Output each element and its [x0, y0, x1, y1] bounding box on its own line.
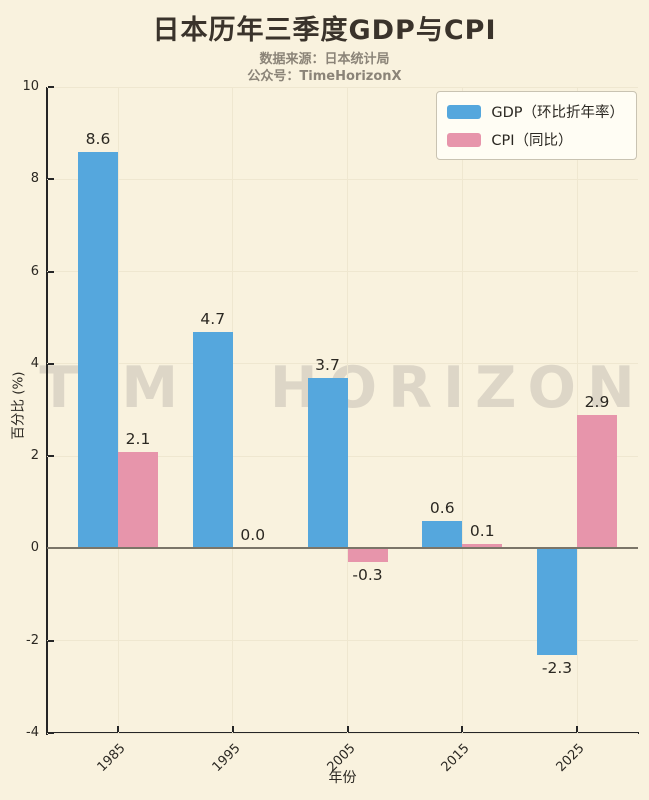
y-tick-label: 2 [30, 448, 39, 464]
cpi-bar-2005 [347, 548, 388, 563]
x-axis-tick [346, 726, 349, 732]
bar-value-label: 4.7 [200, 309, 226, 328]
gdp-bar-1985 [78, 151, 118, 549]
y-tick-label: 4 [30, 355, 39, 371]
legend-item-cpi: CPI（同比） [447, 129, 624, 150]
y-tick-label: -2 [26, 632, 39, 648]
plot-area: TIME HORIZON GDP（环比折年率） CPI（同比） -4 -2 0 2 4 6 8… [22, 79, 639, 775]
y-gridline [47, 86, 638, 88]
legend-item-gdp: GDP（环比折年率） [447, 101, 624, 122]
gdp-bar-2005 [307, 377, 348, 549]
y-tick-label: 8 [30, 171, 39, 187]
y-gridline [47, 178, 638, 180]
y-axis-title: 百分比 (%) [10, 371, 27, 440]
x-gridline [347, 87, 348, 733]
cpi-bar-2015 [462, 543, 503, 549]
chart-title: 日本历年三季度GDP与CPI [152, 15, 497, 46]
bar-value-label: -0.3 [352, 566, 383, 585]
y-axis-tick [48, 732, 54, 734]
y-gridline [47, 271, 638, 273]
gdp-bar-2025 [537, 548, 577, 655]
y-axis-tick [48, 270, 54, 273]
x-gridline [461, 87, 463, 733]
x-gridline [576, 87, 578, 733]
zero-baseline [47, 547, 638, 550]
cpi-legend-swatch [447, 132, 482, 147]
bar-value-label: 8.6 [85, 129, 111, 148]
y-tick-label: 10 [22, 79, 39, 94]
y-tick-label: 0 [30, 540, 39, 556]
y-tick-label: -4 [26, 725, 39, 740]
x-axis-tick [461, 726, 464, 732]
x-axis-tick [117, 726, 119, 732]
x-axis-title: 年份 [328, 770, 357, 786]
gdp-legend-swatch [447, 104, 482, 119]
x-axis-tick [576, 726, 578, 732]
legend-label: GDP（环比折年率） [491, 105, 624, 121]
y-tick-label: 6 [30, 263, 39, 279]
gdp-bar-2015 [422, 520, 463, 549]
account-subtitle: 公众号：TimeHorizonX [247, 69, 402, 84]
y-axis-tick [48, 178, 54, 181]
bar-value-label: 3.7 [315, 355, 340, 374]
chart-legend: GDP（环比折年率） CPI（同比） [436, 91, 637, 160]
x-gridline [117, 87, 119, 733]
cpi-bar-1985 [118, 451, 158, 549]
bar-value-label: 0.6 [429, 498, 455, 517]
cpi-bar-2025 [577, 414, 617, 549]
y-axis-tick [48, 455, 54, 458]
x-gridline [232, 87, 234, 733]
bar-value-label: 0.1 [469, 521, 495, 540]
legend-label: CPI（同比） [491, 133, 573, 149]
y-axis-tick [48, 86, 54, 88]
bar-value-label: 2.1 [125, 429, 151, 448]
y-axis-spine [46, 87, 48, 735]
y-gridline [47, 640, 638, 642]
data-source-subtitle: 数据来源：日本统计局 [259, 52, 390, 67]
bar-value-label: 2.9 [584, 392, 610, 411]
bar-value-label: 0.0 [240, 526, 266, 545]
bar-value-label: -2.3 [541, 658, 573, 677]
gdp-bar-1995 [192, 331, 233, 549]
x-axis-tick [231, 726, 234, 732]
y-gridline [47, 363, 638, 365]
y-gridline [47, 732, 638, 734]
y-axis-tick [48, 639, 54, 642]
y-axis-tick [48, 362, 54, 365]
